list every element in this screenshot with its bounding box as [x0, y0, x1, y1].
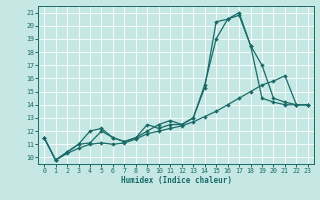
X-axis label: Humidex (Indice chaleur): Humidex (Indice chaleur): [121, 176, 231, 185]
